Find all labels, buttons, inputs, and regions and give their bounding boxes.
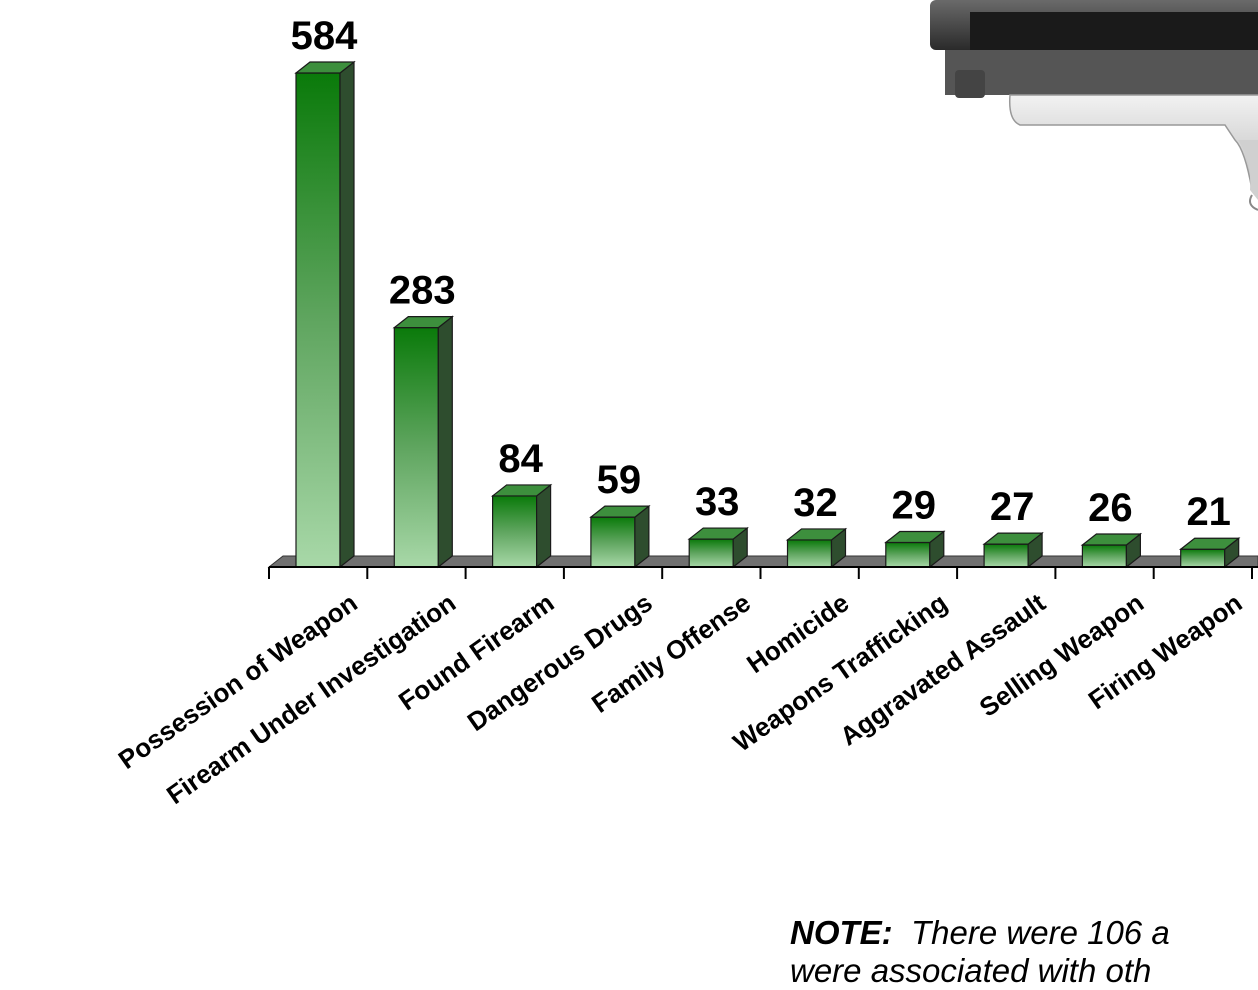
bar-front xyxy=(983,543,1029,568)
bar-selling-weapon xyxy=(1080,532,1143,569)
bar-side xyxy=(339,60,355,569)
bar-top xyxy=(392,316,455,329)
bar-homicide xyxy=(785,527,848,569)
bar-family-offense xyxy=(687,526,749,569)
value-label: 584 xyxy=(291,14,358,58)
category-label: Dangerous Drugs xyxy=(462,587,658,737)
note-label: NOTE: xyxy=(790,914,893,951)
bar-top xyxy=(294,61,356,74)
category-label: Selling Weapon xyxy=(974,587,1149,722)
bar-top xyxy=(884,530,946,544)
bar-side xyxy=(437,315,453,569)
value-label: 283 xyxy=(389,269,456,313)
bar-firing-weapon xyxy=(1178,537,1241,569)
bar-top xyxy=(785,528,848,541)
bar-front xyxy=(492,495,538,568)
bar-possession-of-weapon xyxy=(294,60,356,569)
bar-weapons-trafficking xyxy=(884,530,946,569)
bars xyxy=(294,60,1241,569)
bar-top xyxy=(490,484,553,497)
value-label: 84 xyxy=(498,437,543,481)
bar-top xyxy=(589,505,651,518)
bar-top xyxy=(1080,533,1143,546)
value-label: 29 xyxy=(892,483,937,527)
bar-top xyxy=(687,527,749,540)
pistol-icon xyxy=(930,0,1258,211)
bar-top xyxy=(982,532,1044,545)
bar-front xyxy=(786,539,833,568)
bar-front xyxy=(1180,548,1226,568)
note-line-2: were associated with oth xyxy=(790,952,1152,989)
bar-top xyxy=(1178,537,1241,550)
value-label: 26 xyxy=(1088,486,1133,530)
bar-front xyxy=(590,516,636,568)
bar-firearm-under-investigation xyxy=(392,315,455,569)
bar-found-firearm xyxy=(490,483,553,569)
x-axis xyxy=(268,566,1258,579)
note-line-1: NOTE: There were 106 a xyxy=(790,914,1170,952)
bar-dangerous-drugs xyxy=(589,504,651,569)
bar-side xyxy=(535,483,552,569)
value-label: 27 xyxy=(990,485,1035,529)
value-label: 32 xyxy=(793,481,838,525)
value-label: 59 xyxy=(597,458,642,502)
value-labels: 584 283 84 59 33 32 29 27 26 21 xyxy=(291,14,1231,534)
bar-aggravated-assault xyxy=(982,531,1044,569)
value-label: 33 xyxy=(695,480,740,524)
bar-front xyxy=(295,72,341,568)
value-label: 21 xyxy=(1186,490,1231,534)
bar-front xyxy=(1081,544,1128,568)
bar-front xyxy=(688,538,734,568)
bar-front xyxy=(393,327,439,568)
note-text: NOTE: There were 106 a were associated w… xyxy=(790,914,1170,990)
note-line-1-text: There were 106 a xyxy=(911,914,1170,951)
bar-front xyxy=(885,541,931,568)
